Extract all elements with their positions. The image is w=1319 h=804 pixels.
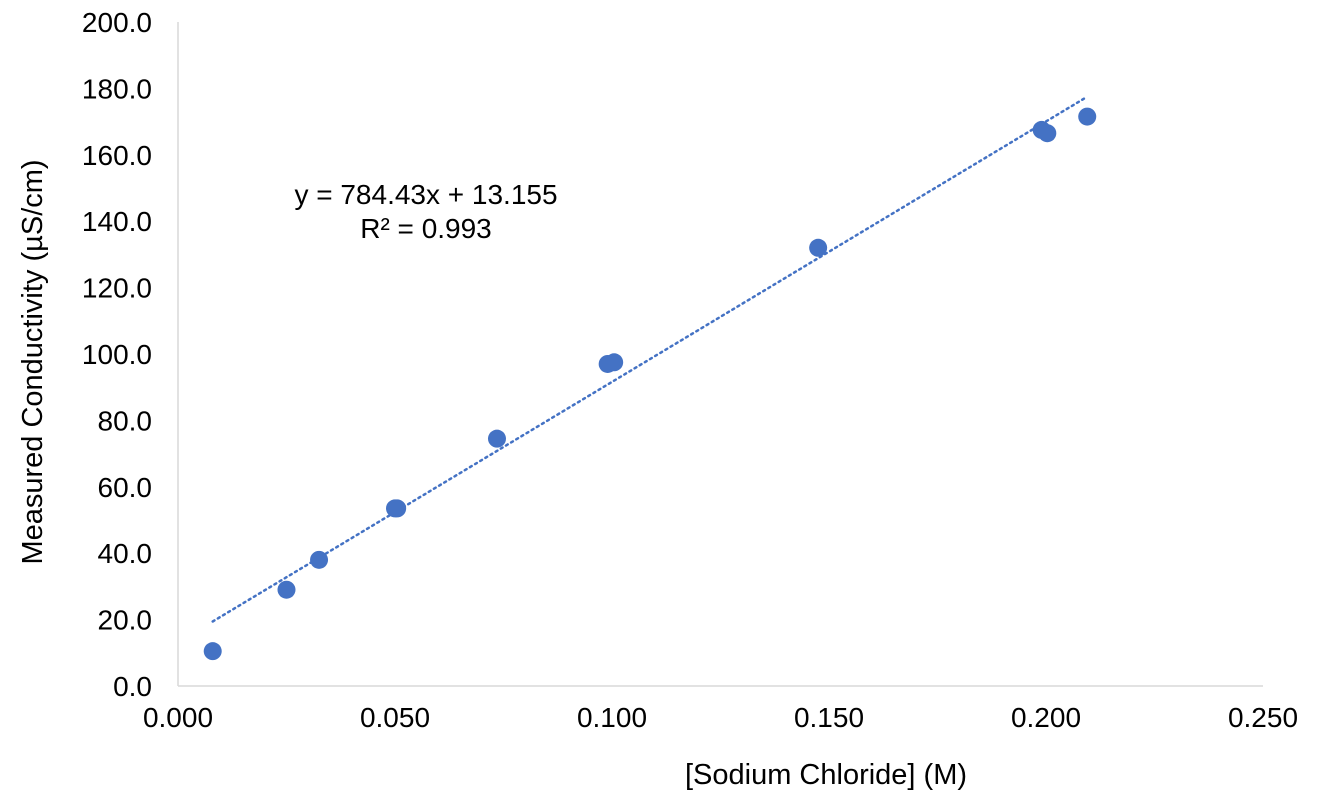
y-tick-label: 60.0: [98, 472, 153, 503]
y-tick-label: 180.0: [82, 73, 152, 104]
data-point: [605, 353, 624, 372]
data-point: [388, 499, 407, 518]
data-point: [203, 642, 222, 661]
x-tick-label: 0.000: [143, 702, 213, 733]
trendline: [211, 96, 1087, 623]
y-tick-label: 40.0: [98, 538, 153, 569]
trendline-equation: y = 784.43x + 13.155: [294, 179, 557, 210]
data-points: [203, 107, 1097, 661]
x-tick-label: 0.050: [360, 702, 430, 733]
y-tick-label: 160.0: [82, 140, 152, 171]
y-tick-label: 20.0: [98, 605, 153, 636]
y-axis-title: Measured Conductivity (µS/cm): [17, 159, 49, 564]
y-tick-label: 140.0: [82, 206, 152, 237]
data-point: [1078, 107, 1097, 126]
axis-labels: 0.0 20.0 40.0 60.0 80.0 100.0 120.0 140.0 160.0 1…: [82, 7, 1298, 733]
y-tick-label: 100.0: [82, 339, 152, 370]
trendline-group: [211, 96, 1087, 623]
x-tick-label: 0.100: [577, 702, 647, 733]
data-point: [277, 580, 296, 599]
x-tick-label: 0.200: [1011, 702, 1081, 733]
data-point: [1038, 124, 1057, 143]
y-tick-label: 0.0: [113, 671, 152, 702]
x-axis-title: [Sodium Chloride] (M): [685, 759, 967, 791]
axes: [177, 22, 1263, 687]
x-tick-label: 0.250: [1228, 702, 1298, 733]
trendline-r-squared: R² = 0.993: [360, 213, 492, 244]
data-point: [487, 429, 506, 448]
data-point: [310, 550, 329, 569]
y-tick-label: 120.0: [82, 273, 152, 304]
y-tick-label: 80.0: [98, 405, 153, 436]
x-tick-label: 0.150: [794, 702, 864, 733]
data-point: [809, 238, 828, 257]
y-tick-label: 200.0: [82, 7, 152, 38]
